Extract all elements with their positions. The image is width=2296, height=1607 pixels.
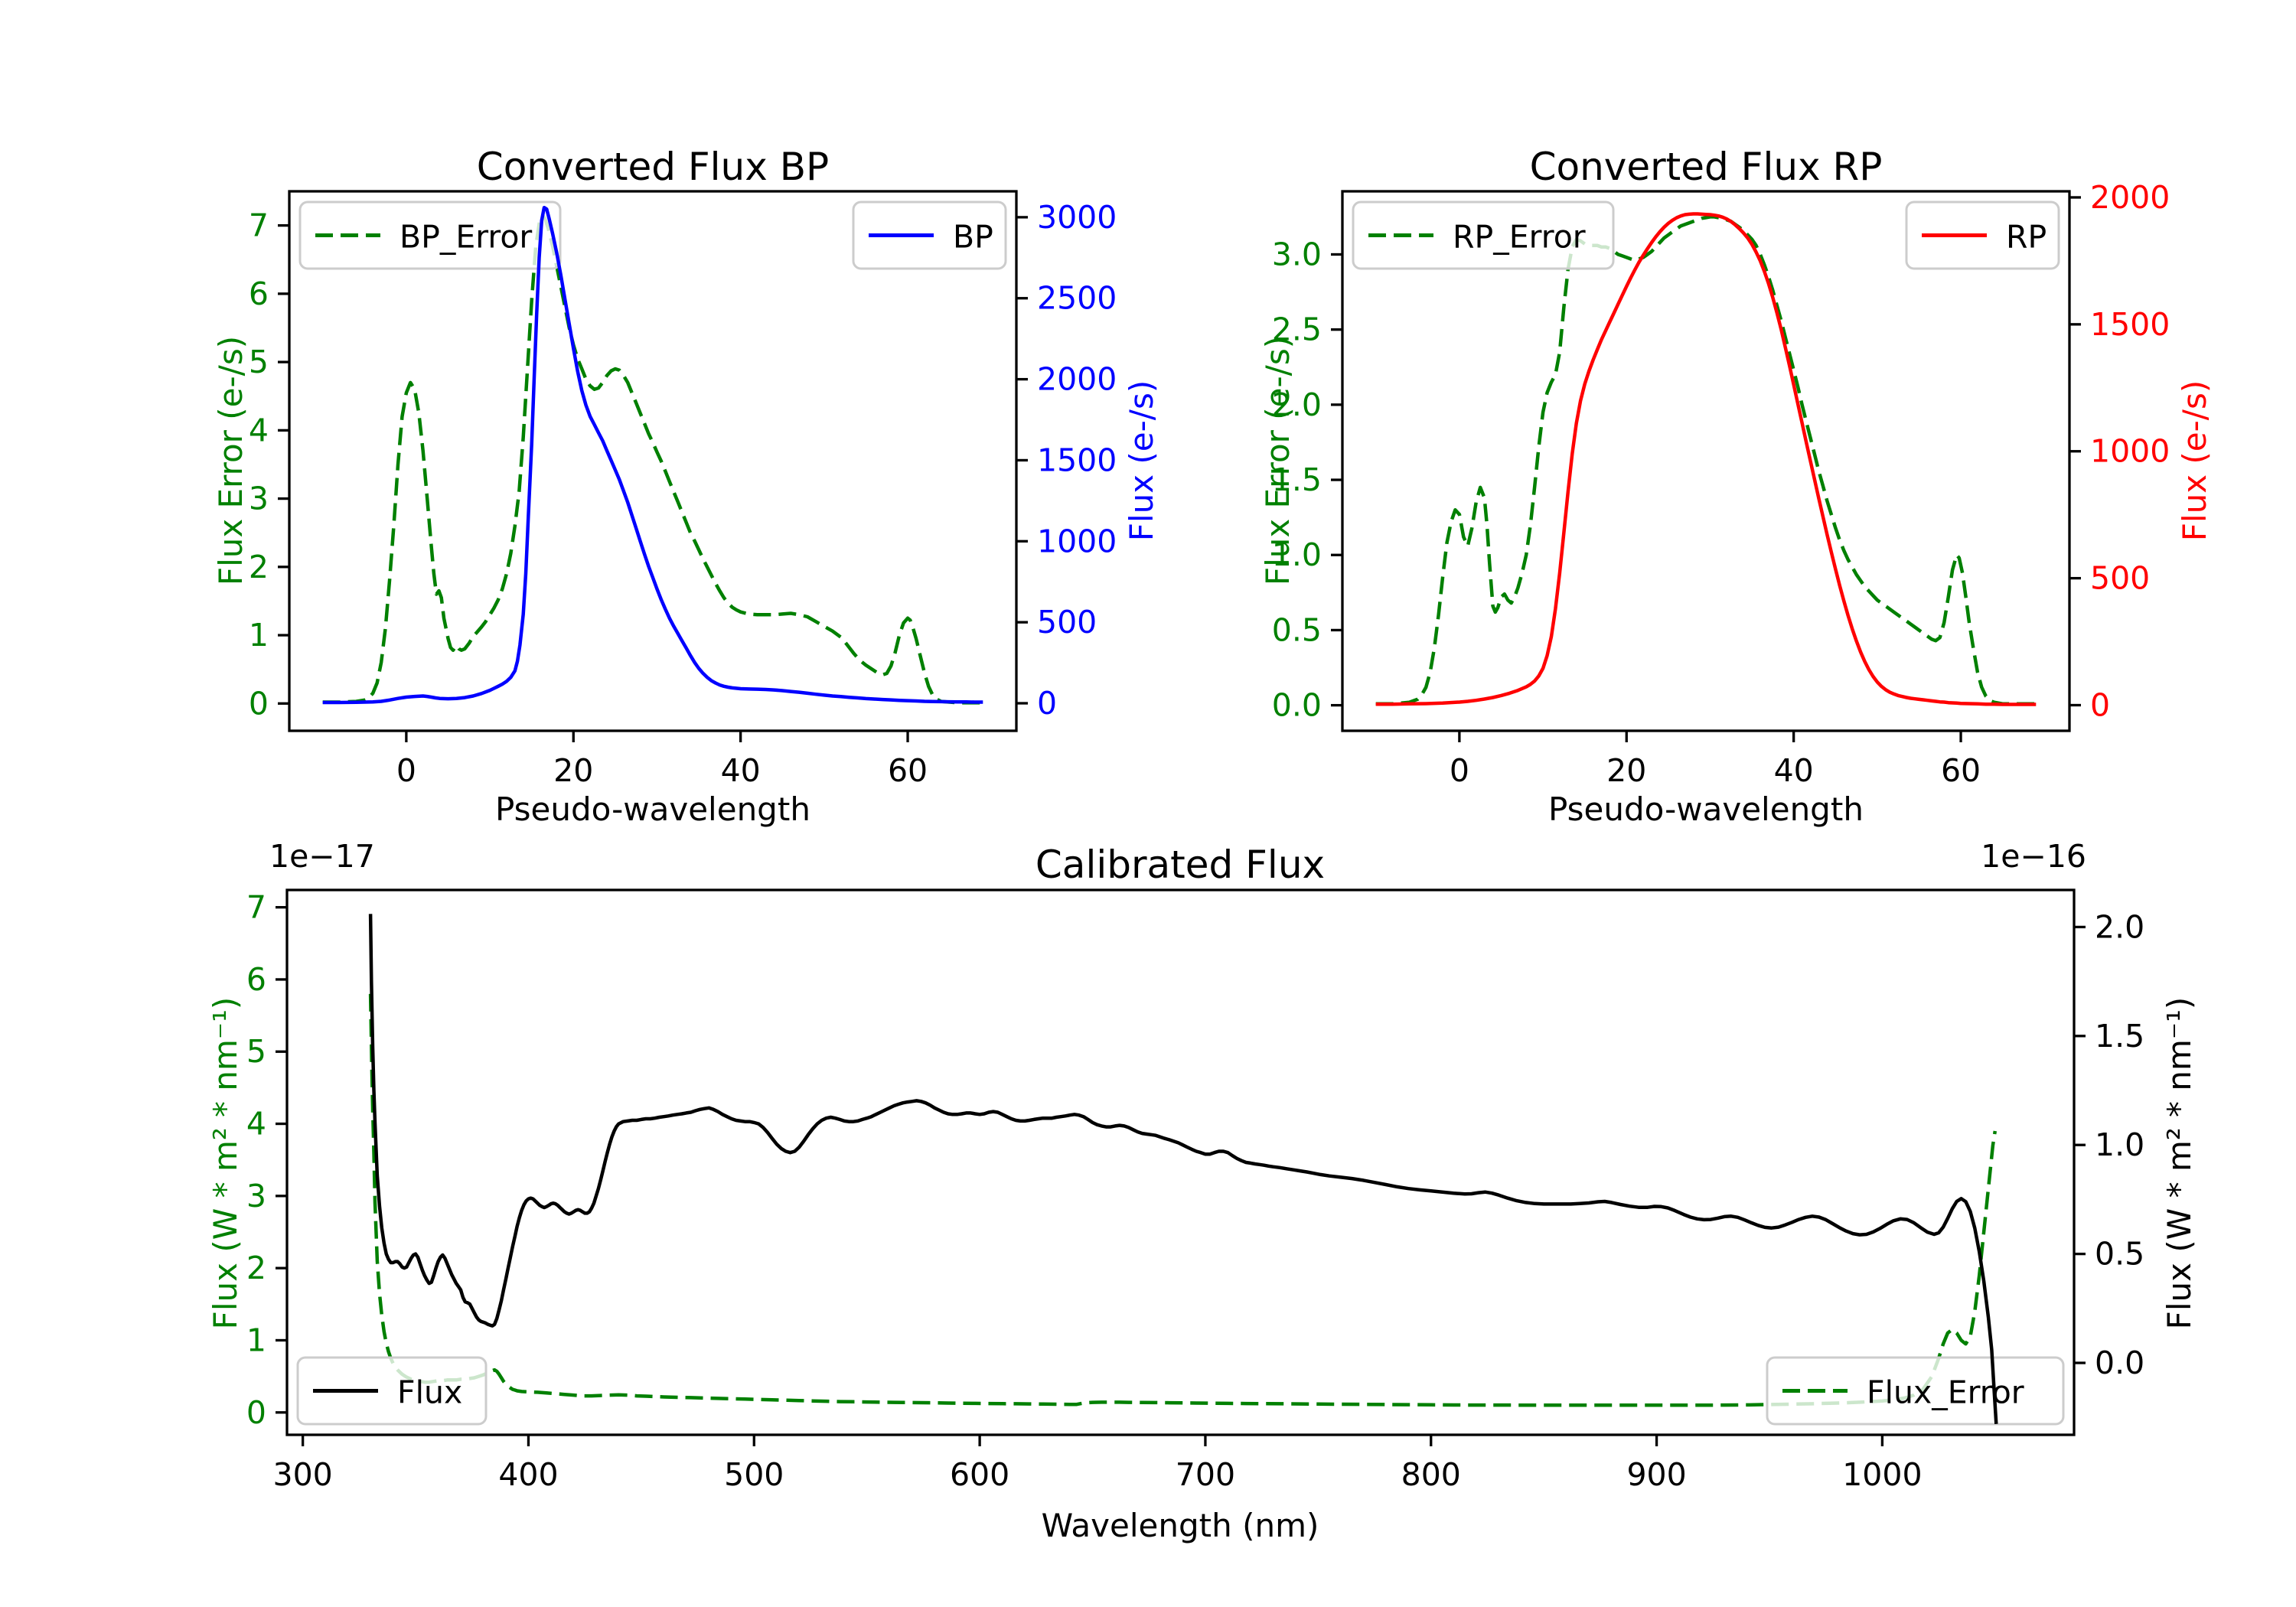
y-tick-label-left: 1	[249, 617, 269, 654]
series-rp	[1375, 212, 2037, 706]
legend-box-bp_error	[298, 200, 562, 270]
y-tick-label-left: 5	[246, 1033, 266, 1070]
y-tick-label-left: 4	[246, 1106, 266, 1143]
series-flux_error	[368, 993, 1998, 1407]
chart-cal: Flux_Error Flux 300 400 500 600 700 800 900 1000 0…	[246, 888, 2144, 1493]
legend-box-flux	[296, 1356, 488, 1426]
y-tick-label-left: 3.0	[1272, 236, 1322, 272]
y-tick-label-left: 2.5	[1272, 311, 1322, 348]
y-tick-label-left: 2	[246, 1250, 266, 1286]
y-tick-label-left: 7	[246, 889, 266, 926]
y-tick-label-right: 1.5	[2095, 1018, 2144, 1054]
x-tick-label: 60	[1941, 752, 1981, 789]
x-tick-label: 0	[1450, 752, 1469, 789]
y-tick-label-right: 0.0	[2095, 1345, 2144, 1381]
y-tick-label-left: 6	[249, 275, 269, 312]
y-axis-label-cal-error: Flux (W * m² * nm⁻¹)	[206, 996, 244, 1330]
y-tick-label-left: 0	[249, 685, 269, 722]
y-tick-label-right: 0	[1037, 685, 1057, 722]
legend-label-bp: BP	[953, 219, 993, 256]
y-tick-label-left: 1.5	[1272, 461, 1322, 498]
y-tick-label-right: 1500	[2090, 306, 2170, 343]
y-tick-label-right: 2.0	[2095, 908, 2144, 945]
y-tick-label-right: 2000	[1037, 361, 1117, 398]
legend-label-bp_error: BP_Error	[400, 219, 532, 256]
legend-box-rp_error	[1352, 200, 1615, 270]
y-axis-label-cal-flux: Flux (W * m² * nm⁻¹)	[2160, 996, 2198, 1330]
y-tick-label-left: 0	[246, 1394, 266, 1431]
y-tick-label-right: 500	[2090, 560, 2150, 597]
x-tick-label: 1000	[1842, 1456, 1922, 1493]
chart-title-rp: Converted Flux RP	[1529, 145, 1883, 189]
y-tick-label-right: 1.0	[2095, 1126, 2144, 1163]
x-tick-label: 600	[950, 1456, 1009, 1493]
y-tick-label-left: 7	[249, 207, 269, 244]
y-tick-label-right: 2500	[1037, 280, 1117, 317]
legend-label-rp_error: RP_Error	[1453, 219, 1586, 256]
axis-offset-1e-17: 1e−17	[269, 838, 375, 875]
x-axis-label-bp: Pseudo-wavelength	[495, 790, 810, 828]
axis-offset-1e-16: 1e−16	[1981, 838, 2086, 875]
y-tick-label-left: 1	[246, 1322, 266, 1358]
x-tick-label: 500	[724, 1456, 784, 1493]
x-tick-label: 300	[273, 1456, 333, 1493]
y-tick-label-left: 3	[249, 481, 269, 517]
y-tick-label-left: 0.5	[1272, 611, 1322, 648]
x-axis-label-calibrated: Wavelength (nm)	[1041, 1507, 1319, 1544]
y-axis-label-bp-flux: Flux (e-/s)	[1122, 380, 1160, 542]
y-tick-label-right: 0	[2090, 686, 2110, 723]
y-tick-label-left: 6	[246, 961, 266, 998]
y-tick-label-right: 1000	[2090, 433, 2170, 470]
y-tick-label-left: 1.0	[1272, 536, 1322, 573]
x-tick-label: 60	[888, 752, 928, 789]
series-flux	[368, 914, 1998, 1424]
series-bp	[322, 205, 983, 705]
chart-title-bp: Converted Flux BP	[476, 145, 830, 189]
chart-bp: BP_Error BP 0 20 40 60 0 1 2 3 4 5 6 7 0 500 1000 1500 200…	[249, 190, 1117, 789]
y-tick-label-right: 2000	[2090, 179, 2170, 216]
y-tick-label-right: 500	[1037, 604, 1097, 641]
legend-label-rp: RP	[2006, 219, 2047, 256]
x-tick-label: 700	[1176, 1456, 1235, 1493]
x-tick-label: 40	[1774, 752, 1814, 789]
x-tick-label: 20	[1606, 752, 1646, 789]
y-axis-label-rp-flux: Flux (e-/s)	[2175, 380, 2213, 542]
y-tick-label-left: 3	[246, 1178, 266, 1214]
y-tick-label-left: 0.0	[1272, 687, 1322, 724]
y-tick-label-right: 1500	[1037, 442, 1117, 478]
x-tick-label: 400	[498, 1456, 558, 1493]
chart-title-calibrated: Calibrated Flux	[1035, 843, 1326, 887]
x-tick-label: 0	[396, 752, 416, 789]
axes-spines	[285, 888, 2076, 1436]
series-rp_error	[1375, 215, 2037, 706]
x-tick-label: 20	[553, 752, 593, 789]
legend-label-flux: Flux	[397, 1374, 462, 1411]
y-tick-label-right: 0.5	[2095, 1236, 2144, 1273]
x-tick-label: 900	[1626, 1456, 1686, 1493]
y-tick-label-left: 2.0	[1272, 386, 1322, 423]
x-tick-label: 800	[1401, 1456, 1461, 1493]
y-axis-label-bp-error: Flux Error (e-/s)	[211, 335, 249, 586]
y-tick-label-right: 3000	[1037, 199, 1117, 236]
axes-spines	[1341, 190, 2071, 732]
y-tick-label-left: 2	[249, 549, 269, 585]
legend-label-flux_error: Flux_Error	[1867, 1374, 2024, 1411]
chart-rp: RP_Error RP 0 20 40 60 0.0 0.5 1.0 1.5 2.0 2.5 3.0 0 5…	[1272, 179, 2170, 789]
x-tick-label: 40	[721, 752, 761, 789]
y-tick-label-right: 1000	[1037, 523, 1117, 559]
y-tick-label-left: 4	[249, 412, 269, 448]
y-tick-label-left: 5	[249, 344, 269, 380]
series-bp_error	[322, 213, 983, 705]
y-axis-label-rp-error: Flux Error (e-/s)	[1258, 335, 1296, 586]
x-axis-label-rp: Pseudo-wavelength	[1548, 790, 1864, 828]
legend-box-flux_error	[1766, 1356, 2065, 1426]
